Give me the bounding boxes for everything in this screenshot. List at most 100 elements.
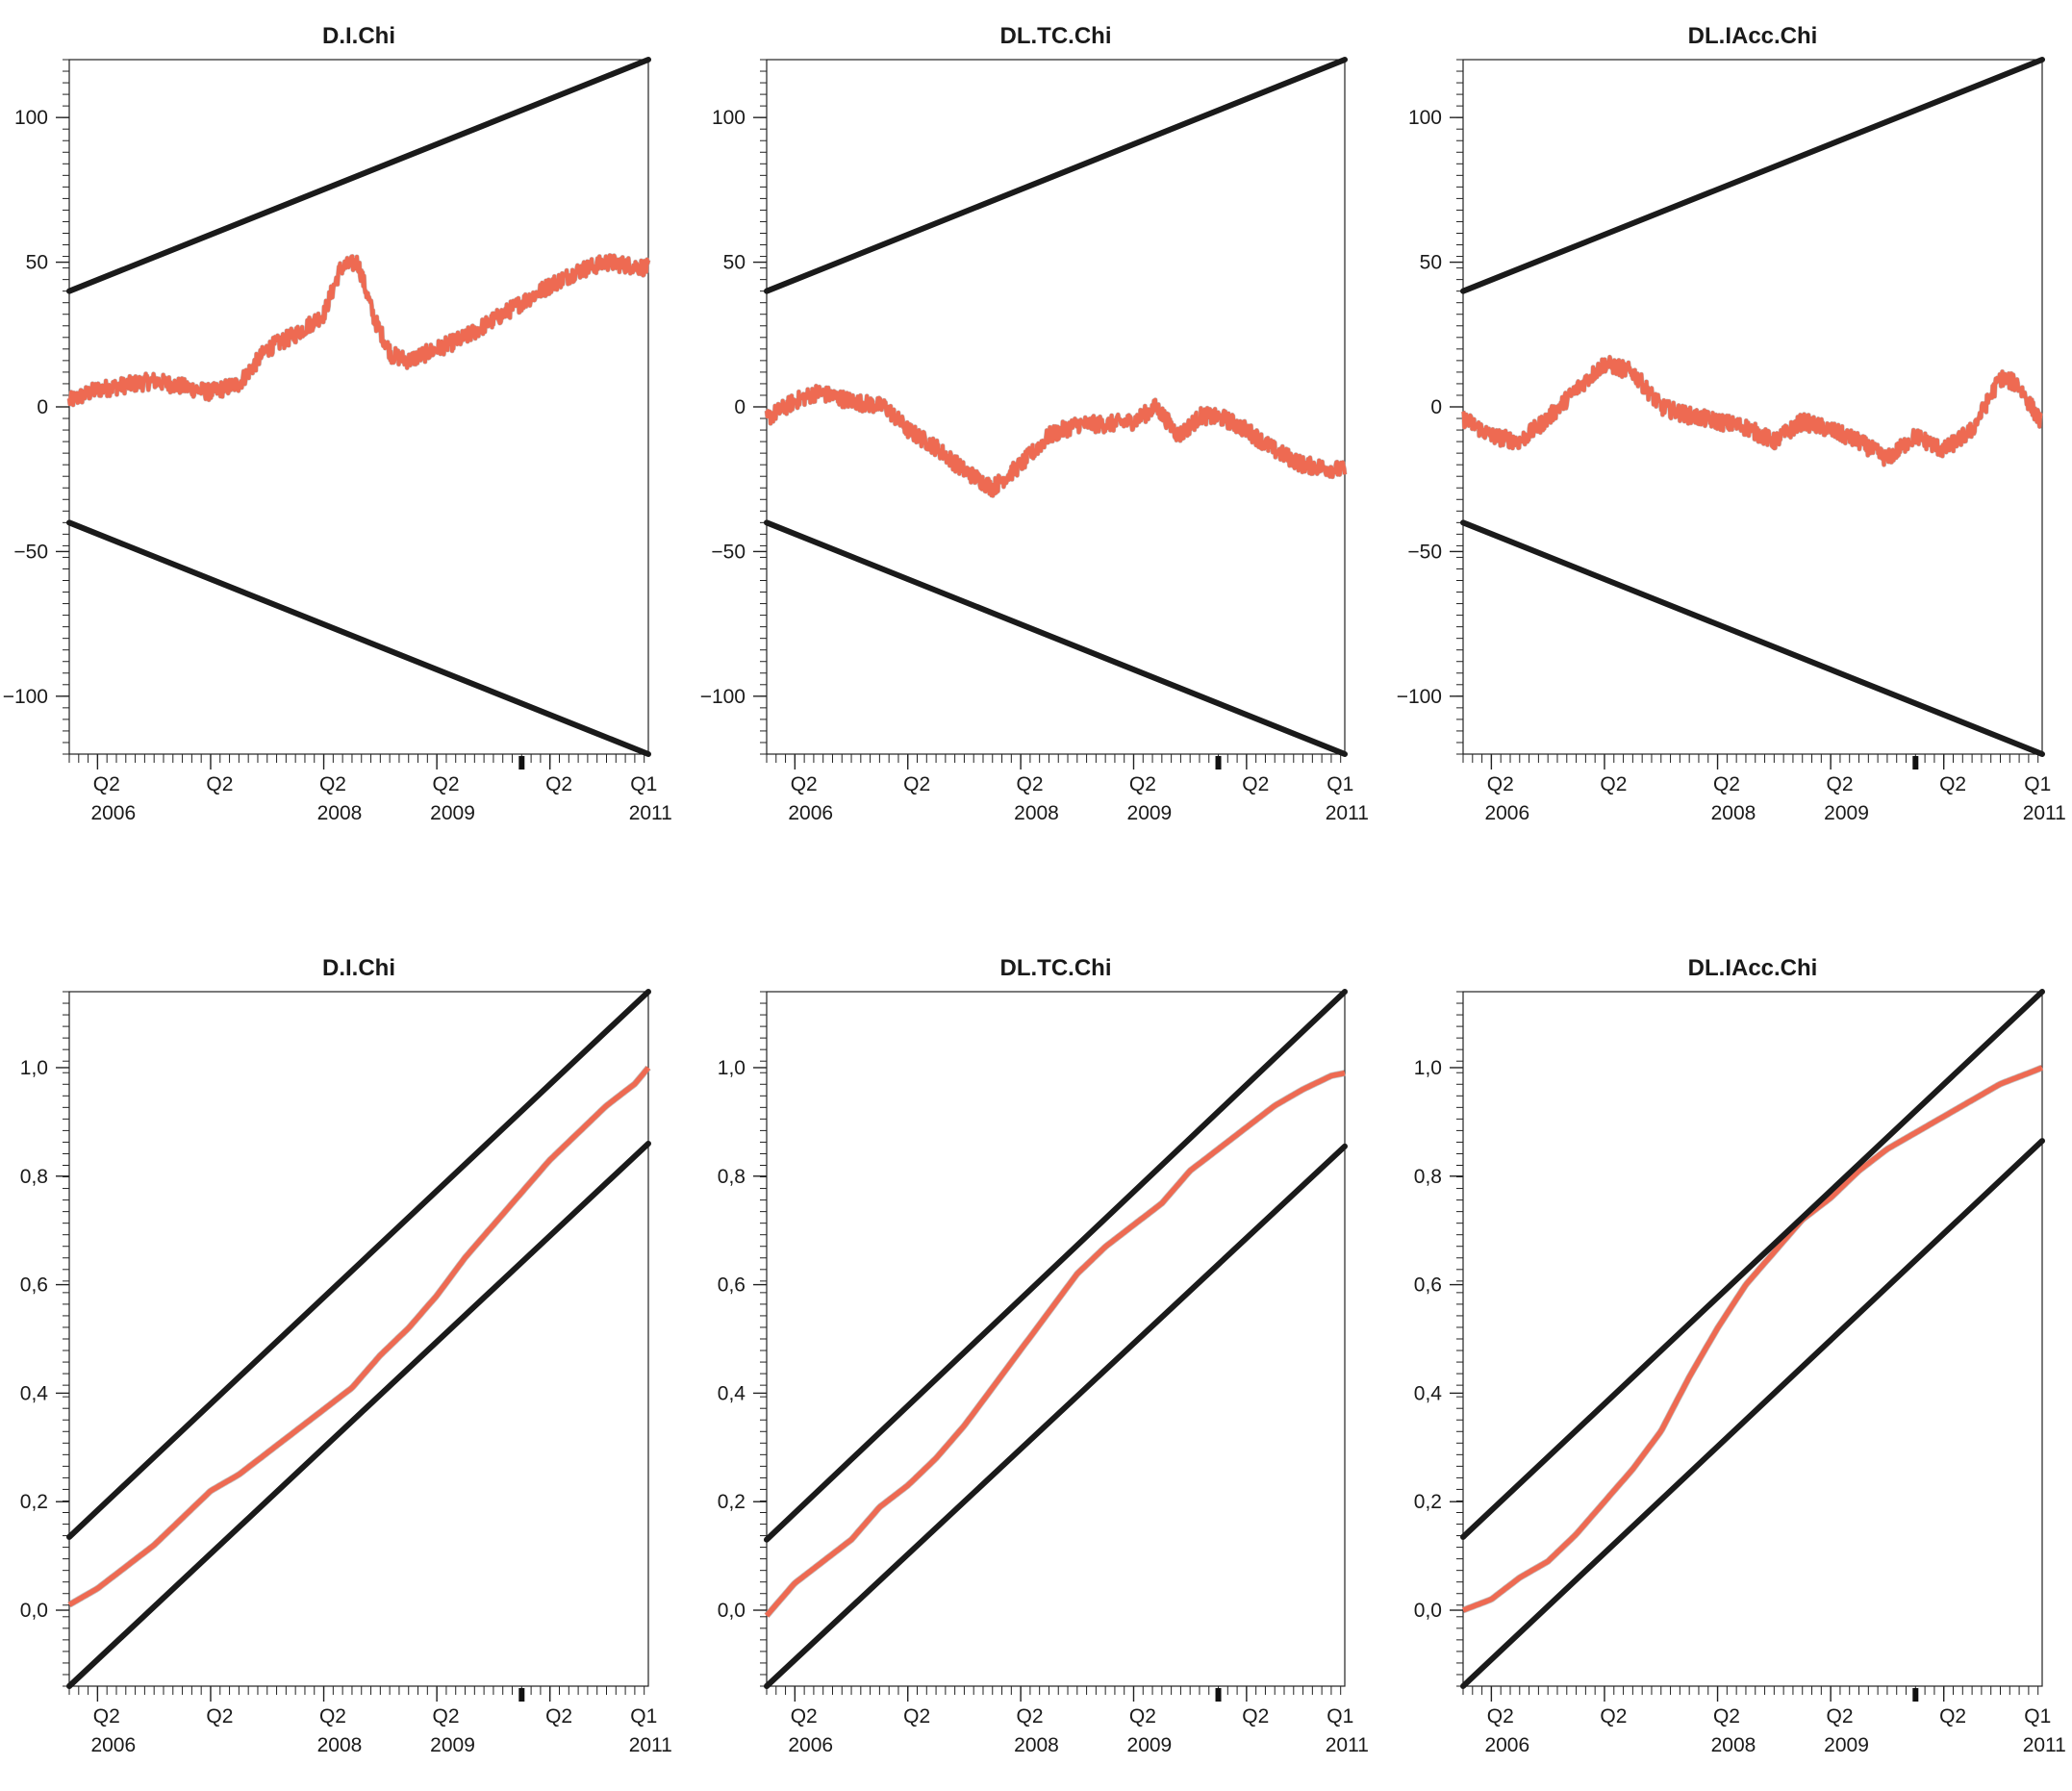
y-tick-label: 0,0 [20, 1600, 48, 1622]
y-tick-label: −50 [1407, 541, 1442, 563]
x-tick-quarter: Q1 [630, 1705, 657, 1728]
x-tick-year: 2011 [2023, 1734, 2066, 1756]
plot-frame [1462, 991, 2043, 1687]
y-tick-label: −50 [711, 541, 745, 563]
x-tick-quarter: Q2 [206, 773, 233, 795]
y-tick-label: 0,8 [718, 1166, 745, 1188]
upper-bound-line [66, 989, 651, 1540]
x-tick-quarter: Q2 [1600, 773, 1627, 795]
x-tick-year: 2008 [1014, 1734, 1059, 1756]
x-tick-quarter: Q2 [1939, 773, 1966, 795]
x-tick-year: 2008 [1711, 1734, 1756, 1756]
y-tick-label: 0,6 [20, 1274, 48, 1297]
x-tick-quarter: Q1 [1327, 773, 1353, 795]
x-tick-year: 2006 [788, 802, 833, 824]
x-tick-quarter: Q2 [1129, 773, 1156, 795]
y-tick-label: 1,0 [718, 1057, 745, 1079]
x-tick-year: 2009 [1127, 802, 1173, 824]
x-tick-year: 2009 [1824, 1734, 1869, 1756]
upper-bound-line [1460, 57, 2045, 294]
x-tick-quarter: Q1 [630, 773, 657, 795]
y-tick-label: 0,2 [718, 1491, 745, 1513]
x-marker-tick [518, 756, 525, 769]
x-tick-quarter: Q2 [1016, 773, 1043, 795]
y-tick-label: 0,8 [20, 1166, 48, 1188]
x-tick-year: 2011 [629, 802, 672, 824]
x-tick-quarter: Q2 [1129, 1705, 1156, 1728]
x-tick-year: 2006 [788, 1734, 833, 1756]
x-tick-year: 2009 [1824, 802, 1869, 824]
plot-frame [68, 991, 649, 1687]
x-marker-tick [518, 1688, 525, 1702]
y-tick-label: 50 [723, 252, 745, 274]
x-tick-quarter: Q2 [319, 1705, 346, 1728]
y-tick-label: 0,4 [1414, 1382, 1443, 1404]
y-tick-label: 0,4 [718, 1382, 746, 1404]
x-tick-quarter: Q2 [206, 1705, 233, 1728]
x-tick-quarter: Q2 [903, 1705, 930, 1728]
y-tick-label: 50 [1420, 252, 1442, 274]
x-tick-year: 2006 [90, 1734, 136, 1756]
y-tick-label: 1,0 [20, 1057, 48, 1079]
x-tick-quarter: Q2 [1242, 1705, 1269, 1728]
x-tick-quarter: Q2 [545, 773, 572, 795]
x-tick-quarter: Q2 [93, 1705, 120, 1728]
panel-title: DL.TC.Chi [1000, 23, 1112, 49]
y-tick-label: 0,8 [1414, 1166, 1442, 1188]
x-tick-year: 2009 [430, 1734, 475, 1756]
x-tick-year: 2006 [90, 802, 136, 824]
y-tick-label: −100 [700, 686, 745, 708]
y-tick-label: 0,6 [718, 1274, 745, 1297]
x-tick-year: 2008 [1014, 802, 1059, 824]
panel-6: DL.IAcc.Chi 0,0 0,2 0,4 0,6 0,8 1,0 Q2 2006 Q2 Q2 2… [1414, 955, 2066, 1756]
statistic-series-line [1462, 1065, 2044, 1613]
y-tick-label: 0,0 [718, 1600, 745, 1622]
x-tick-year: 2006 [1484, 1734, 1529, 1756]
panel-3: DL.IAcc.Chi −100 −50 0 50 100 Q2 2006 Q2 Q2 2008 Q2… [1397, 23, 2066, 824]
y-tick-label: 100 [14, 107, 48, 129]
y-tick-label: 0 [37, 396, 48, 418]
x-tick-quarter: Q2 [903, 773, 930, 795]
x-tick-quarter: Q1 [1327, 1705, 1353, 1728]
x-tick-quarter: Q2 [1939, 1705, 1966, 1728]
lower-bound-line [1460, 519, 2045, 757]
upper-bound-line [764, 989, 1348, 1543]
x-tick-year: 2008 [1711, 802, 1756, 824]
lower-bound-line [764, 519, 1348, 757]
upper-bound-line [764, 57, 1348, 294]
x-tick-year: 2011 [2023, 802, 2066, 824]
y-tick-label: 0,2 [20, 1491, 48, 1513]
y-tick-label: 50 [26, 252, 48, 274]
x-marker-tick [1215, 1688, 1222, 1702]
lower-bound-line [764, 1143, 1348, 1689]
x-tick-quarter: Q1 [2024, 1705, 2051, 1728]
y-tick-label: 0,4 [20, 1382, 49, 1404]
x-marker-tick [1912, 1688, 1919, 1702]
x-tick-year: 2011 [629, 1734, 672, 1756]
plot-frame [766, 991, 1346, 1687]
x-tick-year: 2011 [1326, 802, 1369, 824]
y-tick-label: −100 [1397, 686, 1442, 708]
y-tick-label: 0,2 [1414, 1491, 1442, 1513]
x-tick-quarter: Q2 [433, 773, 460, 795]
y-tick-label: −50 [13, 541, 48, 563]
y-tick-label: 0 [734, 396, 745, 418]
panel-title: DL.TC.Chi [1000, 955, 1112, 981]
x-tick-year: 2008 [317, 802, 363, 824]
x-tick-year: 2011 [1326, 1734, 1369, 1756]
x-tick-quarter: Q2 [93, 773, 120, 795]
x-tick-quarter: Q2 [319, 773, 346, 795]
x-tick-year: 2009 [430, 802, 475, 824]
x-marker-tick [1912, 756, 1919, 769]
x-tick-quarter: Q2 [1487, 773, 1514, 795]
x-tick-quarter: Q2 [1827, 773, 1854, 795]
x-tick-quarter: Q2 [1713, 773, 1740, 795]
statistic-series-line [67, 253, 650, 407]
panel-title: DL.IAcc.Chi [1688, 23, 1818, 49]
panel-2: DL.TC.Chi −100 −50 0 50 100 Q2 2006 Q2 Q2 2008 Q2 20… [700, 23, 1369, 824]
upper-bound-line [66, 57, 651, 294]
y-tick-label: 100 [1408, 107, 1442, 129]
x-tick-year: 2008 [317, 1734, 363, 1756]
plot-frame [68, 59, 649, 755]
